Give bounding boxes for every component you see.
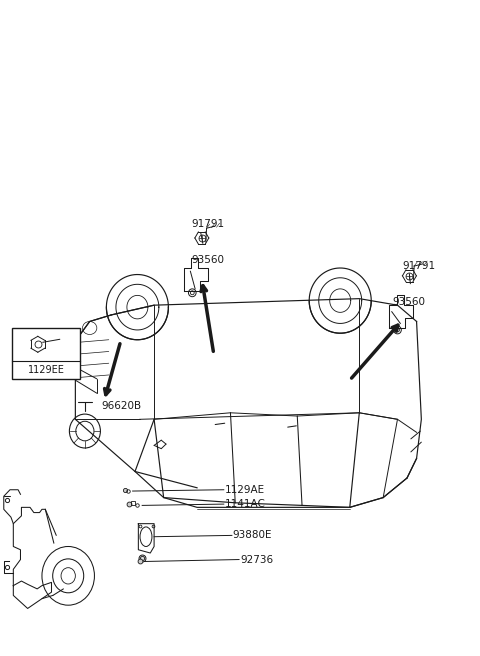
Text: 93560: 93560 (192, 255, 224, 264)
Text: 93880E: 93880E (233, 531, 272, 541)
Text: 1141AC: 1141AC (225, 499, 265, 509)
Text: 91791: 91791 (402, 261, 435, 271)
Text: 1129EE: 1129EE (27, 365, 64, 375)
Text: 92736: 92736 (240, 554, 273, 565)
Text: 93560: 93560 (393, 297, 426, 307)
Text: 96620B: 96620B (102, 401, 142, 411)
Bar (12, 328, 80, 379)
Text: 1129AE: 1129AE (225, 485, 265, 495)
Text: 91791: 91791 (192, 218, 225, 229)
